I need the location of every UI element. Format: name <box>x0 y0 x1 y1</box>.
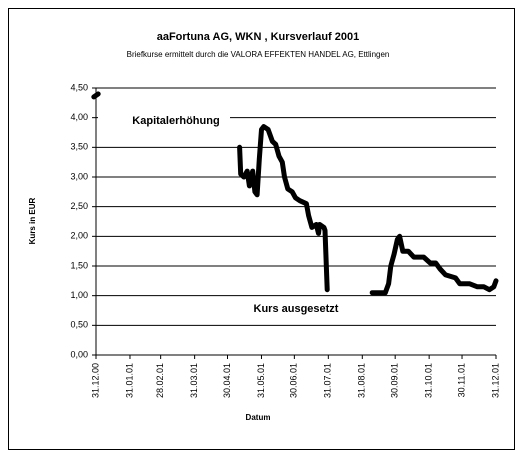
y-tick-label: 4,00 <box>70 112 88 122</box>
chart-frame <box>8 8 515 450</box>
y-tick-label: 3,00 <box>70 171 88 181</box>
x-tick-label: 31.12.00 <box>90 363 100 398</box>
x-tick-label: 30.06.01 <box>289 363 299 398</box>
x-tick-label: 28.02.01 <box>155 363 165 398</box>
annotation: Kapitalerhöhung <box>132 115 219 127</box>
x-tick-label: 31.10.01 <box>424 363 434 398</box>
y-tick-label: 0,00 <box>70 349 88 359</box>
chart-title: aaFortuna AG, WKN , Kursverlauf 2001 <box>157 31 360 43</box>
y-tick-label: 2,00 <box>70 231 88 241</box>
x-axis-title: Datum <box>246 413 271 422</box>
x-tick-label: 31.12.01 <box>490 363 500 398</box>
x-tick-label: 30.04.01 <box>222 363 232 398</box>
y-tick-label: 1,00 <box>70 290 88 300</box>
annotation: Kurs ausgesetzt <box>254 303 339 315</box>
price-line <box>369 233 499 296</box>
y-axis-title: Kurs in EUR <box>28 197 37 244</box>
y-tick-label: 0,50 <box>70 320 88 330</box>
x-tick-label: 30.09.01 <box>390 363 400 398</box>
x-tick-label: 31.08.01 <box>357 363 367 398</box>
y-tick-label: 4,50 <box>70 82 88 92</box>
x-tick-label: 31.01.01 <box>124 363 134 398</box>
x-tick-label: 31.07.01 <box>323 363 333 398</box>
chart-subtitle: Briefkurse ermittelt durch die VALORA EF… <box>127 50 390 59</box>
annotation-bg <box>98 104 230 136</box>
price-line <box>237 124 330 293</box>
y-tick-label: 1,50 <box>70 260 88 270</box>
grid <box>96 87 496 326</box>
y-tick-label: 3,50 <box>70 142 88 152</box>
annotation-bg <box>222 298 378 324</box>
y-tick-label: 2,50 <box>70 201 88 211</box>
x-tick-label: 31.05.01 <box>256 363 266 398</box>
x-tick-label: 30.11.01 <box>456 363 466 397</box>
x-tick-label: 31.03.01 <box>189 363 199 398</box>
price-line <box>91 91 101 100</box>
